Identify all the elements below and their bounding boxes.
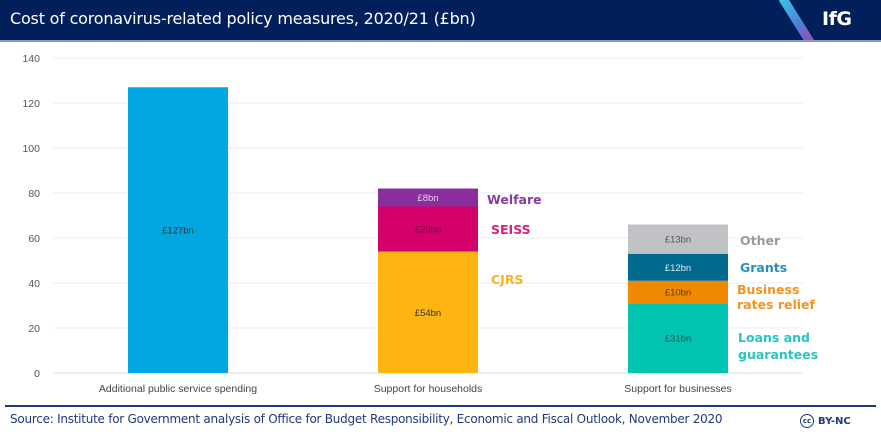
legend-label: SEISS	[491, 222, 531, 237]
data-label: £10bn	[665, 288, 691, 299]
y-tick-label: 100	[22, 143, 40, 155]
bar-segment	[628, 224, 728, 254]
data-label: £54bn	[415, 308, 441, 319]
y-tick-label: 140	[22, 53, 40, 65]
bar-segment	[628, 280, 728, 304]
data-label: £12bn	[665, 263, 691, 274]
logo-stripe-icon	[778, 0, 817, 40]
legend-label: CJRS	[491, 272, 523, 287]
data-label: £13bn	[665, 235, 691, 246]
ifg-logo: IfG	[822, 8, 852, 30]
x-tick-label: Support for businesses	[624, 383, 731, 395]
chart-header: Cost of coronavirus-related policy measu…	[0, 0, 881, 42]
bar-stack: £127bn	[128, 87, 228, 373]
legend-label: Business	[737, 282, 799, 297]
chart-title: Cost of coronavirus-related policy measu…	[10, 9, 476, 28]
bar-segment	[128, 87, 228, 373]
cc-icon: cc	[800, 414, 814, 428]
bar-segment	[378, 251, 478, 373]
y-tick-label: 60	[28, 233, 40, 245]
y-tick-label: 0	[34, 368, 40, 380]
bars: £127bn £54bn £20bn £8bn £31bn £10bn £12bn £13bn…	[128, 87, 818, 373]
legend-label: Other	[740, 233, 781, 248]
legend-label: Grants	[740, 260, 787, 275]
bar-segment	[378, 206, 478, 252]
data-label: £20bn	[415, 225, 441, 236]
footer-divider	[5, 405, 876, 407]
license-badge: cc BY-NC	[800, 414, 851, 428]
bar-stack: £31bn £10bn £12bn £13bn	[628, 224, 728, 373]
y-axis-ticks: 0 20 40 60 80 100 120 140	[22, 53, 40, 380]
y-tick-label: 120	[22, 98, 40, 110]
source-note: Source: Institute for Government analysi…	[10, 412, 723, 426]
x-tick-label: Support for households	[374, 383, 483, 395]
legend-label: rates relief	[737, 297, 816, 312]
legend-label: guarantees	[738, 347, 818, 362]
y-tick-label: 20	[28, 323, 40, 335]
bar-segment	[628, 253, 728, 281]
x-axis-ticks: Additional public service spending Suppor…	[99, 383, 732, 395]
x-tick-label: Additional public service spending	[99, 383, 257, 395]
legend-label: Welfare	[487, 192, 542, 207]
data-label: £127bn	[162, 226, 194, 237]
bar-segment	[628, 303, 728, 373]
license-text: BY-NC	[818, 415, 851, 427]
bar-stack: £54bn £20bn £8bn	[378, 188, 478, 373]
y-tick-label: 80	[28, 188, 40, 200]
data-label: £31bn	[665, 334, 691, 345]
legend-label: Loans and	[738, 330, 810, 345]
data-label: £8bn	[417, 193, 438, 204]
y-tick-label: 40	[28, 278, 40, 290]
bar-segment	[378, 188, 478, 207]
